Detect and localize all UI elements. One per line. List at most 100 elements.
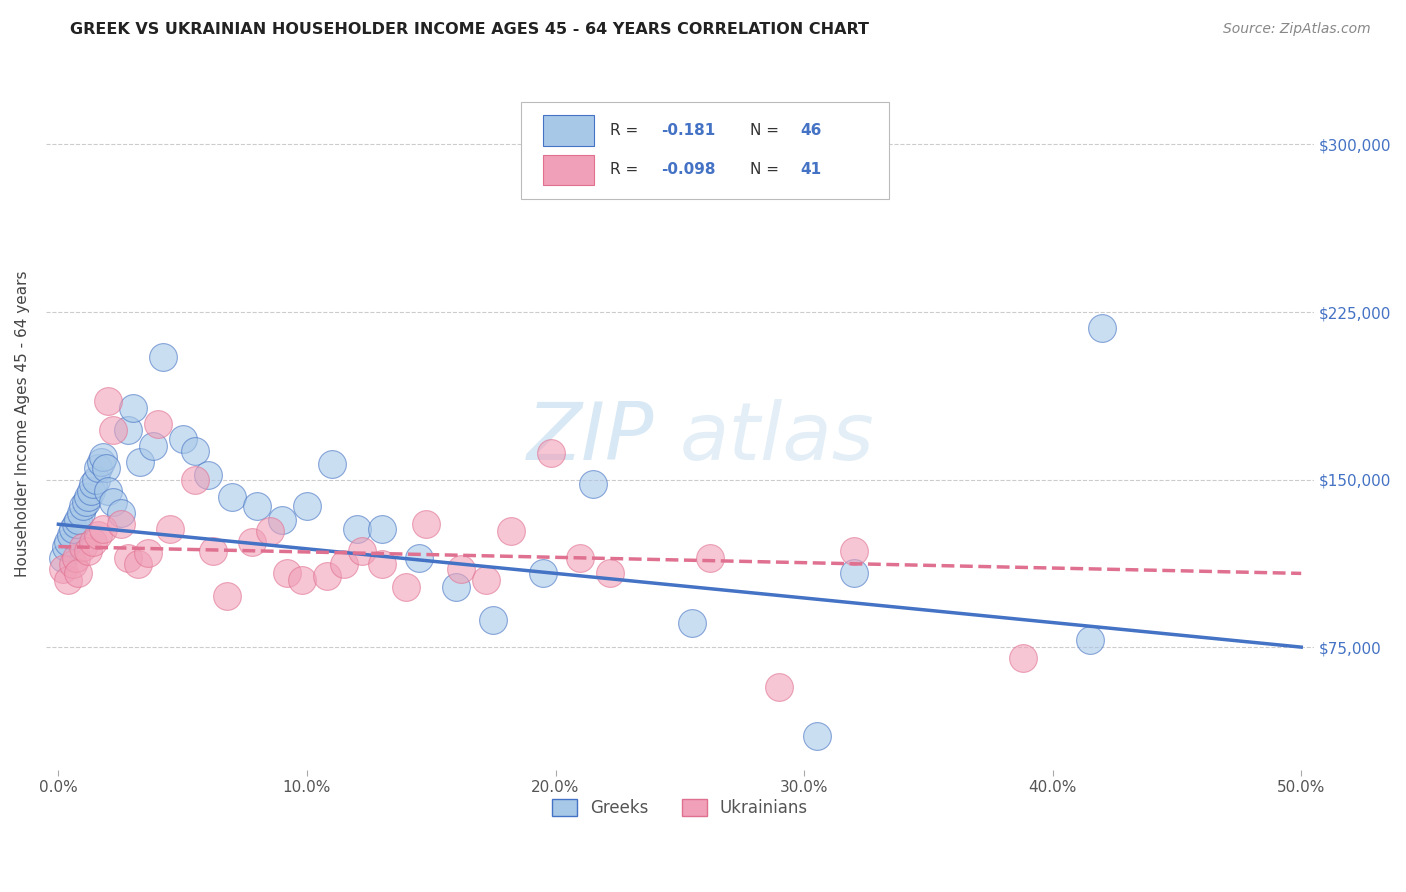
Point [768,681,790,695]
Y-axis label: Householder Income Ages 45 - 64 years: Householder Income Ages 45 - 64 years [15,270,30,577]
Point [321,457,343,471]
Point [146,417,169,431]
Point [408,550,430,565]
Point [58,573,80,587]
Point [681,615,703,630]
Point [75,495,97,509]
Text: N =: N = [749,123,783,138]
Text: N =: N = [749,162,783,178]
Point [52,550,75,565]
Text: atlas: atlas [681,399,875,476]
Point [315,568,337,582]
Point [77,544,100,558]
Text: -0.181: -0.181 [661,123,716,138]
Point [52,562,75,576]
Point [1078,633,1101,648]
Point [350,544,373,558]
Point [87,528,110,542]
Point [201,544,224,558]
Point [62,522,84,536]
Point [240,535,263,549]
Point [65,550,87,565]
Point [531,566,554,581]
FancyBboxPatch shape [543,115,593,145]
Point [58,535,80,549]
Point [415,517,437,532]
Point [117,424,139,438]
Point [1011,651,1033,665]
Point [65,517,87,532]
Text: Source: ZipAtlas.com: Source: ZipAtlas.com [1223,22,1371,37]
Point [482,613,505,627]
Point [346,522,368,536]
Point [97,483,120,498]
Point [159,522,181,536]
Text: 41: 41 [800,162,821,178]
Text: 46: 46 [800,123,821,138]
Text: -0.098: -0.098 [661,162,716,178]
Text: ZIP: ZIP [527,399,654,476]
Point [97,394,120,409]
Point [276,566,298,581]
Point [172,433,194,447]
Point [333,558,356,572]
Text: GREEK VS UKRAINIAN HOUSEHOLDER INCOME AGES 45 - 64 YEARS CORRELATION CHART: GREEK VS UKRAINIAN HOUSEHOLDER INCOME AG… [70,22,869,37]
Point [1091,320,1114,334]
Point [101,495,124,509]
Point [80,483,103,498]
Point [101,424,124,438]
Point [271,513,294,527]
Point [569,550,592,565]
Point [142,439,165,453]
Point [91,522,114,536]
Point [84,473,107,487]
Point [72,540,94,554]
Point [291,573,314,587]
Point [82,477,104,491]
Point [475,573,498,587]
Point [55,540,77,554]
Point [67,566,90,581]
Point [499,524,522,538]
Point [540,446,562,460]
Point [370,522,392,536]
Point [77,491,100,505]
Text: R =: R = [610,123,648,138]
Point [259,524,281,538]
Point [87,461,110,475]
Point [395,580,418,594]
Point [699,550,721,565]
Point [90,455,112,469]
Point [184,473,207,487]
Text: R =: R = [610,162,643,178]
Point [122,401,145,415]
Point [91,450,114,465]
Point [152,350,174,364]
Point [72,500,94,514]
Point [136,546,159,560]
FancyBboxPatch shape [522,102,889,199]
Point [217,589,239,603]
Point [110,517,132,532]
Point [67,513,90,527]
FancyBboxPatch shape [543,154,593,186]
Point [129,455,152,469]
Point [117,550,139,565]
Point [582,477,605,491]
Point [82,535,104,549]
Point [370,558,392,572]
Point [842,566,865,581]
Point [59,528,82,542]
Legend: Greeks, Ukrainians: Greeks, Ukrainians [546,792,814,824]
Point [444,580,467,594]
Point [94,461,117,475]
Point [806,730,828,744]
Point [110,506,132,520]
Point [450,562,472,576]
Point [221,491,243,505]
Point [62,558,84,572]
Point [184,443,207,458]
Point [197,468,219,483]
Point [127,558,149,572]
Point [599,566,621,581]
